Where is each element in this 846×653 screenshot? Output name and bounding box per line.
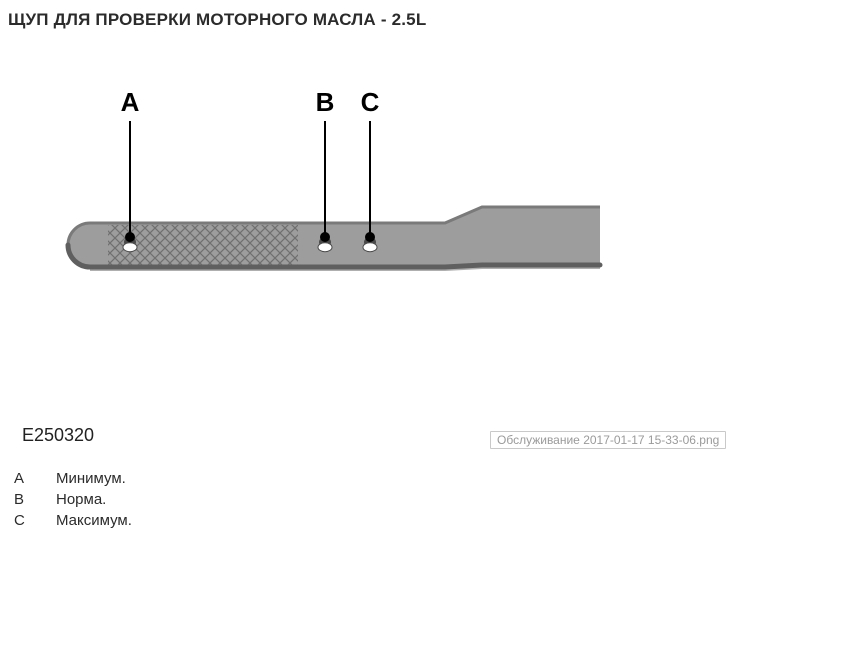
svg-text:C: C <box>361 87 380 117</box>
svg-text:B: B <box>316 87 335 117</box>
legend-key-b: B <box>14 489 56 510</box>
legend-key-c: C <box>14 510 56 531</box>
legend-row-a: A Минимум. <box>14 468 132 489</box>
legend-key-a: A <box>14 468 56 489</box>
filename-tooltip: Обслуживание 2017-01-17 15-33-06.png <box>490 431 726 449</box>
dipstick-diagram: A BC <box>0 33 846 383</box>
legend-val-a: Минимум. <box>56 468 126 489</box>
legend: A Минимум. B Норма. C Максимум. <box>14 468 132 531</box>
dipstick-svg: A BC <box>0 33 846 383</box>
page-title: ЩУП ДЛЯ ПРОВЕРКИ МОТОРНОГО МАСЛА - 2.5L <box>8 10 426 30</box>
svg-text:A: A <box>121 87 140 117</box>
part-number: E250320 <box>22 425 94 446</box>
legend-val-c: Максимум. <box>56 510 132 531</box>
legend-val-b: Норма. <box>56 489 106 510</box>
legend-row-c: C Максимум. <box>14 510 132 531</box>
legend-row-b: B Норма. <box>14 489 132 510</box>
